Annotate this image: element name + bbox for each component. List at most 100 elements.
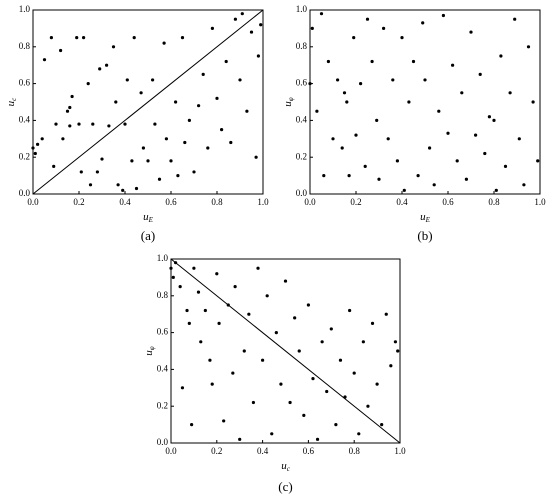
- plot-frame: [32, 9, 264, 195]
- point: [222, 419, 226, 423]
- point: [352, 371, 356, 375]
- point: [178, 285, 182, 289]
- point: [233, 285, 237, 289]
- point: [206, 146, 210, 150]
- point: [421, 21, 425, 25]
- point: [315, 109, 319, 113]
- y-tick-label: 0.6: [296, 78, 308, 88]
- y-tick-label: 0.8: [157, 290, 169, 300]
- point: [513, 17, 517, 21]
- x-tick-label: 1.0: [534, 197, 546, 207]
- y-tick-label: 1.0: [296, 4, 308, 14]
- axis-label-subscript: E: [425, 216, 431, 224]
- point: [174, 100, 178, 104]
- point: [100, 157, 104, 161]
- x-tick-label: 0.0: [165, 446, 177, 456]
- point: [173, 261, 178, 265]
- x-tick-label: 0.6: [303, 446, 315, 456]
- point: [274, 331, 278, 335]
- point: [134, 186, 139, 191]
- axis-label-base: u: [143, 211, 149, 223]
- point: [522, 183, 526, 187]
- point: [297, 349, 301, 353]
- x-tick-label: 0.2: [211, 446, 222, 456]
- diagonal-line: [32, 9, 264, 195]
- point: [31, 146, 35, 150]
- point: [70, 94, 74, 99]
- axis-label: uφ: [282, 97, 295, 107]
- point: [238, 437, 242, 441]
- point: [265, 294, 269, 298]
- point: [226, 303, 230, 307]
- axis-label-base: u: [282, 101, 294, 107]
- x-tick-label: 0.8: [211, 197, 223, 207]
- point: [469, 30, 473, 34]
- point: [68, 124, 72, 128]
- point: [68, 105, 72, 110]
- axis-label: uc: [5, 97, 18, 107]
- point: [185, 308, 189, 313]
- point: [386, 137, 390, 141]
- point: [187, 118, 191, 122]
- point: [437, 109, 441, 113]
- x-tick-label: 0.2: [73, 197, 84, 207]
- point: [224, 59, 228, 64]
- point: [125, 78, 129, 82]
- point: [310, 26, 314, 30]
- point: [391, 78, 395, 82]
- point: [531, 100, 535, 104]
- axis-label-subscript: c: [10, 97, 18, 101]
- point: [283, 279, 288, 283]
- point: [407, 100, 411, 104]
- point: [157, 177, 162, 181]
- point: [169, 266, 173, 270]
- point: [169, 159, 173, 163]
- point: [238, 78, 242, 82]
- point: [508, 91, 512, 95]
- x-tick-label: 0.4: [396, 197, 408, 207]
- point: [233, 17, 237, 21]
- point: [370, 321, 375, 325]
- point: [331, 137, 335, 141]
- point: [217, 321, 221, 325]
- x-tick-label: 0.4: [257, 446, 269, 456]
- point: [256, 266, 260, 270]
- point: [306, 303, 310, 307]
- point: [33, 151, 37, 156]
- point: [322, 174, 326, 178]
- y-tick-label: 0.4: [19, 114, 31, 124]
- point: [183, 140, 187, 145]
- diagonal-line: [170, 258, 401, 444]
- point: [308, 82, 312, 86]
- point: [123, 122, 127, 126]
- point: [428, 146, 432, 150]
- point: [82, 36, 86, 40]
- point: [526, 45, 531, 49]
- point: [88, 183, 93, 187]
- point: [116, 183, 120, 187]
- point: [319, 12, 324, 16]
- axis-label: uE: [420, 211, 431, 224]
- point: [395, 159, 399, 163]
- point: [249, 30, 254, 34]
- point: [402, 188, 406, 192]
- point: [446, 131, 450, 135]
- point: [171, 275, 175, 279]
- axis-label-base: u: [420, 211, 426, 223]
- point: [503, 164, 508, 168]
- point: [347, 174, 351, 178]
- point: [357, 432, 361, 436]
- point: [111, 45, 116, 49]
- point: [288, 400, 292, 405]
- point: [370, 59, 374, 64]
- point: [345, 100, 349, 104]
- point: [52, 164, 56, 168]
- point: [396, 349, 400, 353]
- point: [141, 146, 145, 150]
- y-tick-label: 0.0: [157, 437, 169, 447]
- y-tick-label: 0.8: [296, 41, 308, 51]
- y-tick-label: 0.2: [157, 400, 168, 410]
- point: [146, 159, 150, 163]
- point: [311, 377, 315, 381]
